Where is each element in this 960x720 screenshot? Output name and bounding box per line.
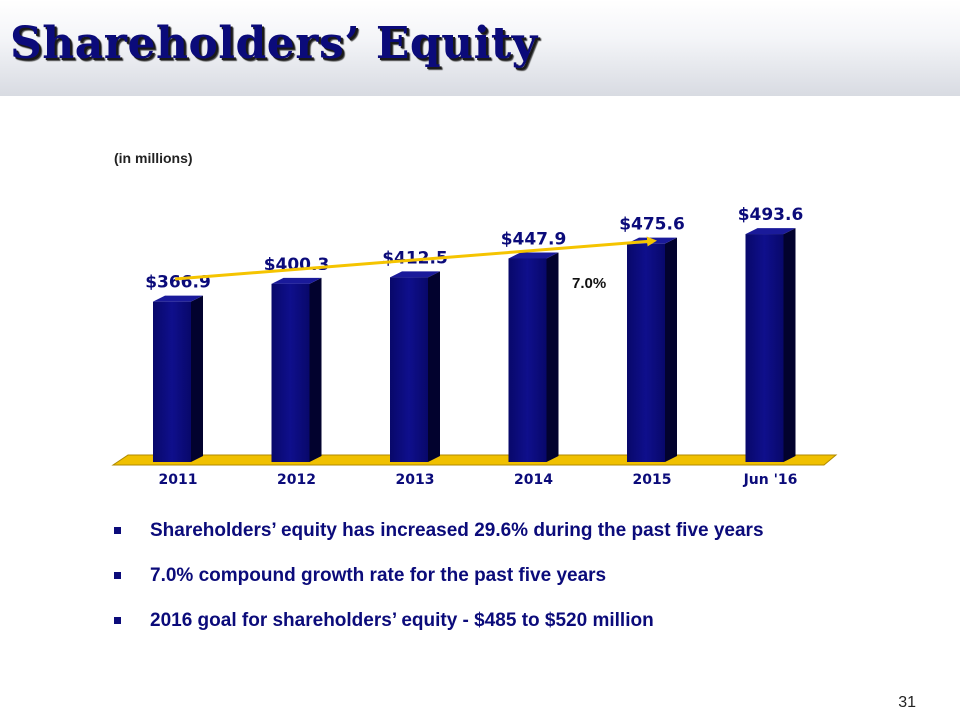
slide-title: Shareholders’ Equity — [10, 18, 538, 69]
bar-side — [783, 228, 796, 462]
bar-side — [665, 237, 677, 462]
bar — [627, 243, 665, 462]
bar — [271, 283, 310, 462]
x-tick-label: 2012 — [277, 472, 316, 488]
bar-side — [546, 252, 559, 462]
bullet-text: Shareholders’ equity has increased 29.6%… — [150, 520, 764, 541]
bar-value-label: $412.5 — [382, 248, 448, 268]
x-tick-label: 2011 — [159, 472, 198, 488]
bar — [153, 301, 191, 462]
bar — [390, 277, 428, 462]
bar-value-label: $493.6 — [738, 205, 804, 225]
bar-side — [309, 277, 322, 462]
trend-label: 7.0% — [572, 275, 606, 292]
bar — [508, 258, 547, 462]
chart-floor — [111, 454, 838, 466]
bullet-text: 2016 goal for shareholders’ equity - $48… — [150, 610, 654, 631]
x-tick-label: 2015 — [633, 472, 672, 488]
x-tick-label: 2014 — [514, 472, 553, 488]
bar-top — [390, 271, 440, 278]
x-tick-label: Jun '16 — [743, 472, 798, 488]
bar — [745, 234, 784, 462]
bullet-item: 7.0% compound growth rate for the past f… — [112, 557, 832, 594]
bar-value-label: $475.6 — [619, 215, 685, 235]
bullet-item: 2016 goal for shareholders’ equity - $48… — [112, 602, 832, 639]
bar-side — [191, 295, 203, 462]
trend-arrow — [174, 236, 657, 281]
units-note: (in millions) — [114, 150, 193, 166]
bullet-square-icon — [114, 617, 121, 624]
bullet-square-icon — [114, 527, 121, 534]
bar-side — [428, 271, 440, 462]
bar-top — [508, 252, 559, 259]
slide-header: Shareholders’ Equity — [0, 0, 960, 96]
bar-value-label: $447.9 — [501, 229, 567, 249]
bar-top — [271, 277, 322, 284]
bullet-item: Shareholders’ equity has increased 29.6%… — [112, 512, 832, 549]
bullet-square-icon — [114, 572, 121, 579]
bar-top — [745, 228, 796, 235]
bar-top — [153, 295, 203, 302]
bullet-text: 7.0% compound growth rate for the past f… — [150, 565, 607, 586]
page-number: 31 — [898, 694, 916, 711]
bullet-list: Shareholders’ equity has increased 29.6%… — [112, 512, 832, 647]
x-tick-label: 2013 — [396, 472, 435, 488]
